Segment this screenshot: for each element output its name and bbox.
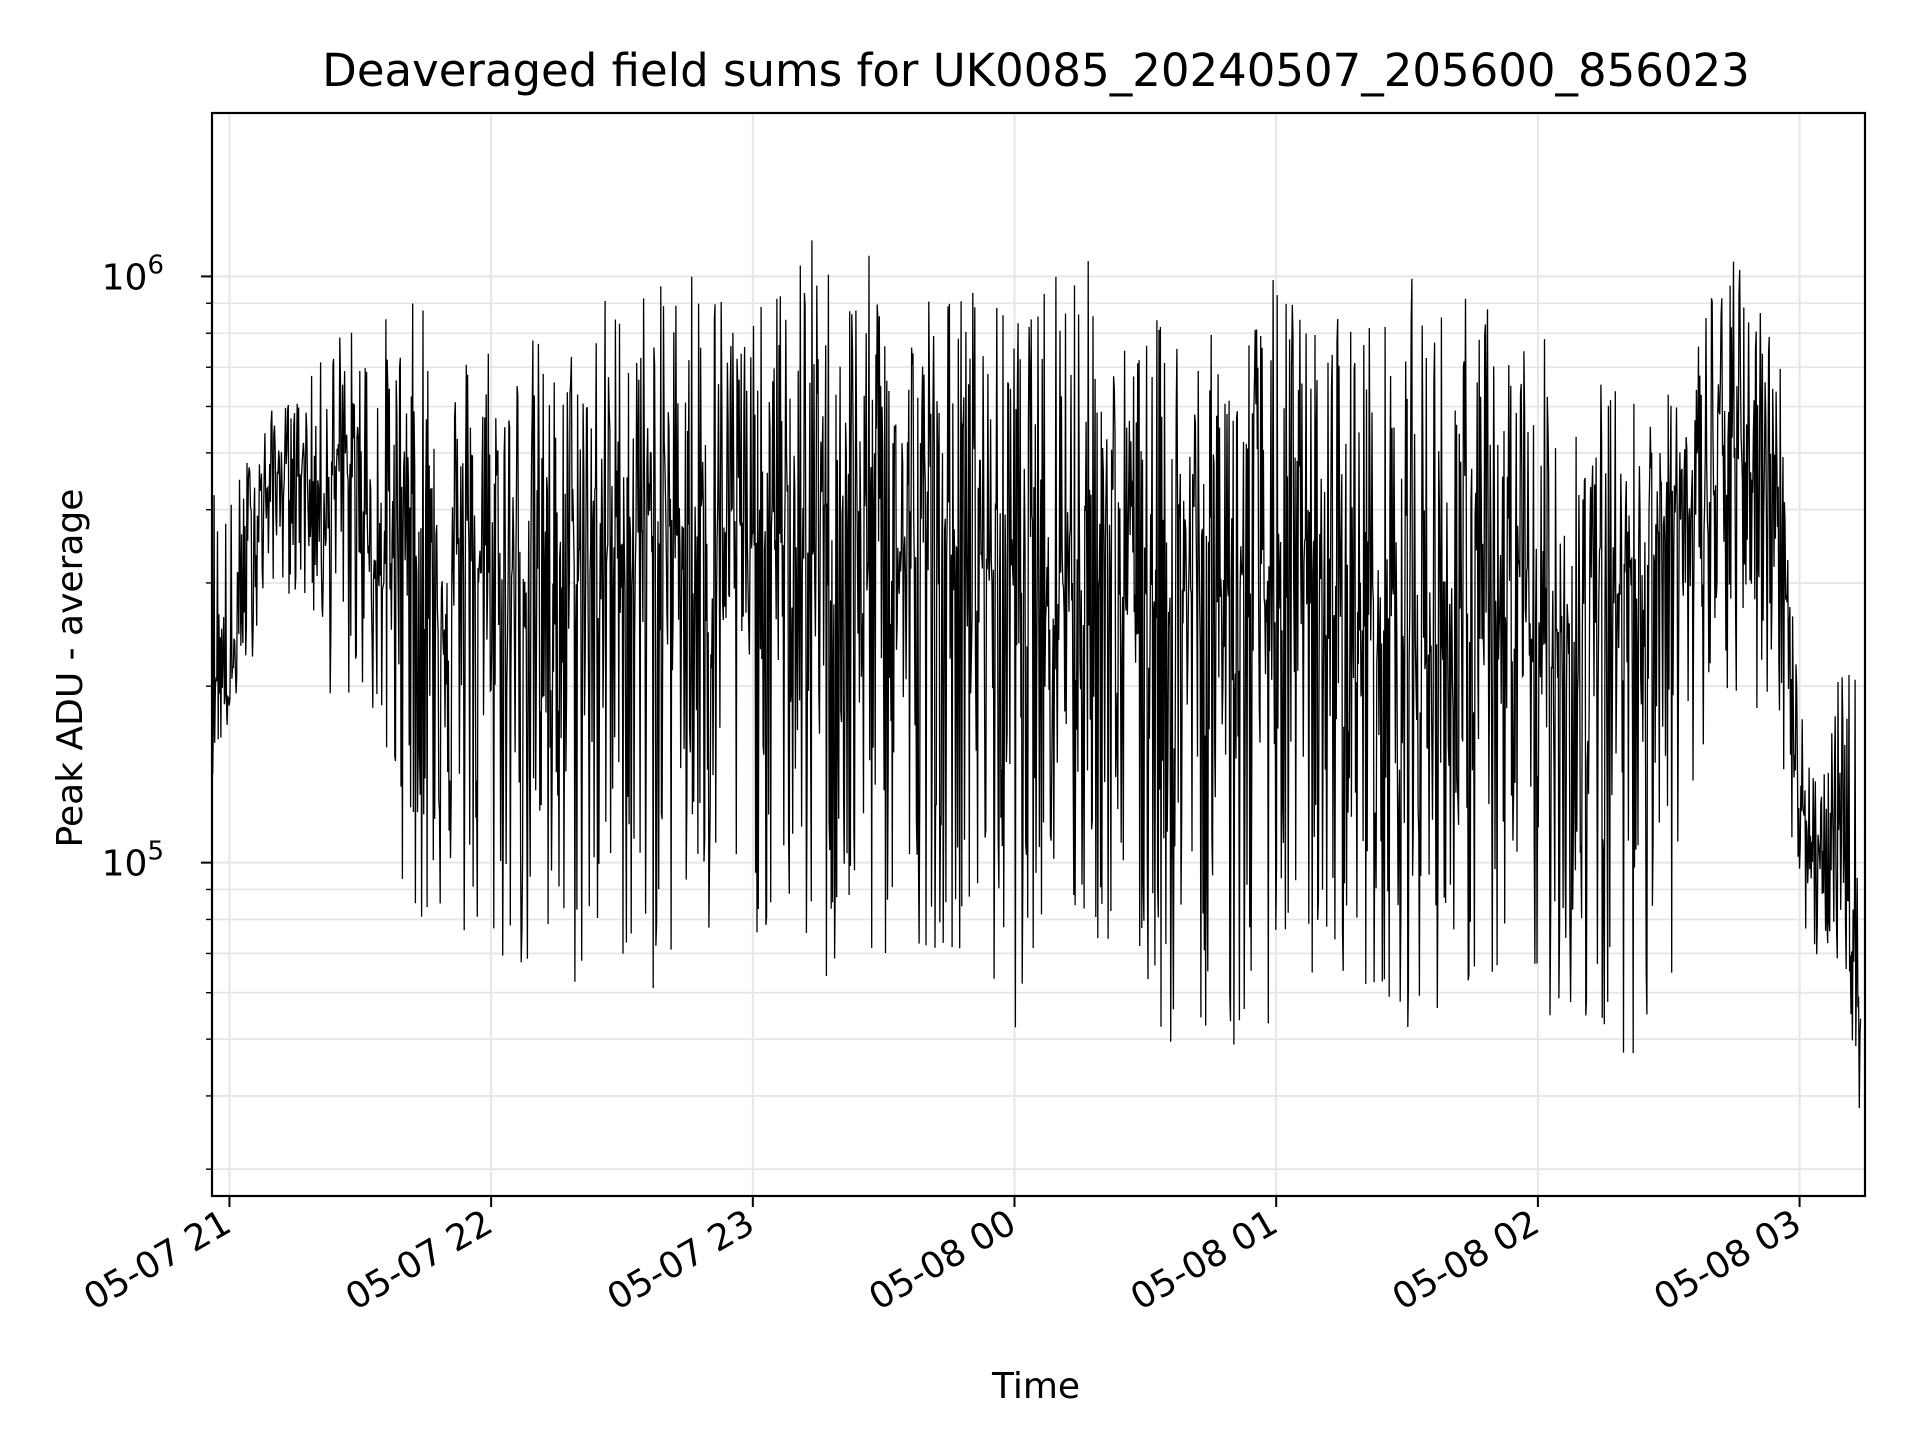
- y-tick-label: 105: [102, 837, 164, 885]
- y-axis-label: Peak ADU - average: [50, 489, 91, 848]
- plot-frame: [210, 111, 1867, 1198]
- x-axis-label: Time: [991, 1366, 1080, 1407]
- series-line: [212, 240, 1862, 1109]
- chart-title: Deaveraged field sums for UK0085_2024050…: [322, 44, 1750, 97]
- y-tick-label: 106: [102, 250, 164, 298]
- y-axis: 105 106: [102, 250, 212, 1170]
- plot-area: [212, 240, 1862, 1109]
